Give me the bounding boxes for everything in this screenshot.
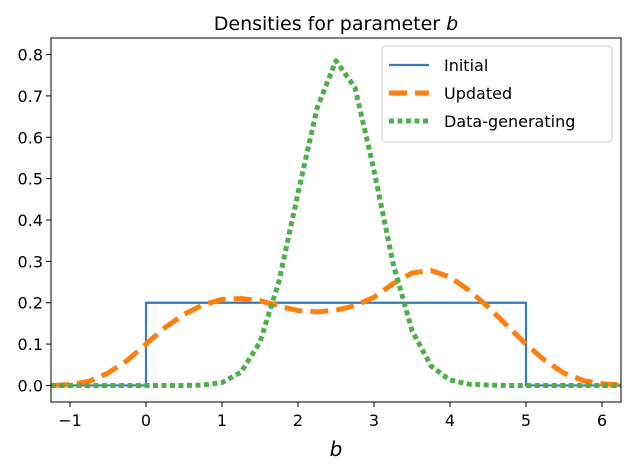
series-line-initial bbox=[51, 301, 621, 387]
legend-label: Data-generating bbox=[444, 112, 575, 131]
legend-box bbox=[381, 45, 613, 143]
y-tick-label: 0.2 bbox=[18, 294, 43, 313]
y-tick-label: 0.8 bbox=[18, 46, 43, 65]
y-tick-label: 0.3 bbox=[18, 252, 43, 271]
series-layer bbox=[50, 58, 622, 388]
chart-title-symbol: b bbox=[446, 13, 458, 35]
y-tick-label: 0.5 bbox=[18, 170, 43, 189]
series-line-updated bbox=[50, 267, 622, 388]
x-tick-label: 5 bbox=[521, 411, 531, 430]
x-axis: −1 0 1 2 3 4 5 6 bbox=[58, 402, 607, 430]
y-tick-label: 0.4 bbox=[18, 211, 43, 230]
x-axis-label: b bbox=[330, 437, 343, 461]
series-line-data-generating bbox=[51, 58, 621, 388]
y-tick-label: 0.0 bbox=[18, 376, 43, 395]
y-tick-label: 0.7 bbox=[18, 87, 43, 106]
x-tick-label: 0 bbox=[141, 411, 151, 430]
x-tick-label: −1 bbox=[58, 411, 82, 430]
chart-title-prefix: Densities for parameter bbox=[214, 13, 446, 35]
x-tick-label: 1 bbox=[217, 411, 227, 430]
y-tick-label: 0.6 bbox=[18, 128, 43, 147]
legend-label: Initial bbox=[444, 56, 488, 75]
x-tick-label: 4 bbox=[445, 411, 455, 430]
y-axis: 0.0 0.1 0.2 0.3 0.4 0.5 0.6 0.7 0.8 bbox=[18, 46, 51, 395]
x-tick-label: 3 bbox=[369, 411, 379, 430]
y-tick-label: 0.1 bbox=[18, 335, 43, 354]
legend-label: Updated bbox=[444, 84, 512, 103]
legend: Initial Updated Data-generating bbox=[381, 45, 613, 143]
x-tick-label: 6 bbox=[597, 411, 607, 430]
x-tick-label: 2 bbox=[293, 411, 303, 430]
chart-title: Densities for parameter b bbox=[214, 13, 458, 35]
